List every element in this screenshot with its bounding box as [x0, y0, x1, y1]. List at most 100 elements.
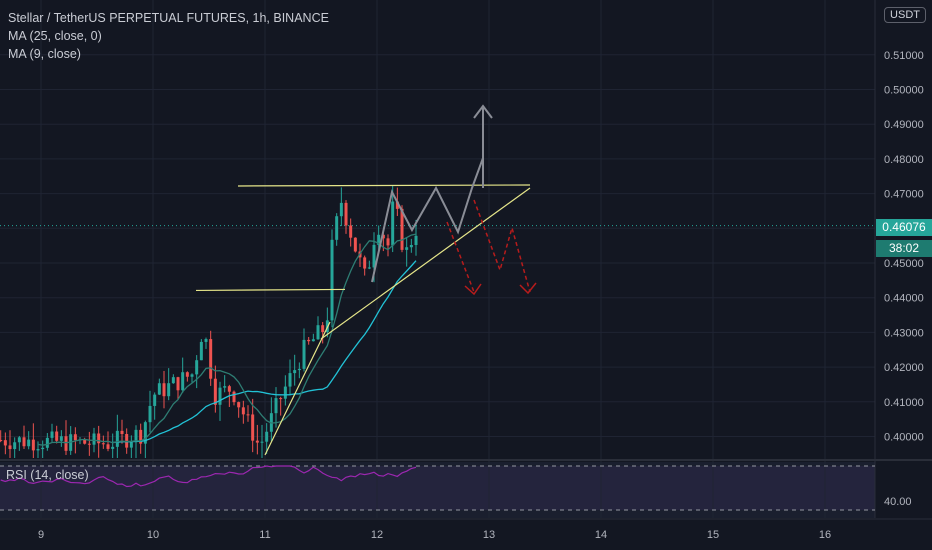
rsi-label[interactable]: RSI (14, close)	[6, 468, 89, 482]
time-tick-label[interactable]: 15	[707, 529, 719, 541]
candle-body	[153, 394, 157, 406]
candle-body	[405, 247, 409, 250]
price-tick-label: 0.41000	[884, 397, 924, 409]
ascending-trendline[interactable]	[320, 187, 531, 340]
candle-body	[251, 414, 255, 441]
candle-body	[171, 377, 175, 384]
candle-body	[255, 440, 259, 443]
price-tick-label: 0.45000	[884, 258, 924, 270]
candle-body	[335, 216, 339, 240]
time-tick-label[interactable]: 14	[595, 529, 607, 541]
time-tick-label[interactable]: 16	[819, 529, 831, 541]
candle-body	[125, 434, 129, 448]
candle-body	[59, 436, 63, 441]
candle-body	[50, 431, 54, 438]
up-arrow-head	[473, 104, 493, 119]
time-tick-label[interactable]: 12	[371, 529, 383, 541]
candle-body	[237, 402, 241, 408]
candle-body	[279, 398, 283, 400]
candle-body	[246, 414, 250, 416]
candle-body	[218, 387, 222, 405]
candle-body	[381, 234, 385, 239]
currency-button[interactable]: USDT	[884, 7, 926, 23]
candle-body	[302, 339, 306, 369]
bearish-path-1[interactable]	[446, 221, 475, 293]
candle-body	[349, 225, 353, 238]
candle-body	[321, 325, 325, 333]
candle-body	[83, 439, 87, 444]
candle-body	[274, 398, 278, 414]
time-tick-label[interactable]: 13	[483, 529, 495, 541]
candle-body	[185, 372, 189, 377]
price-tick-label: 0.47000	[884, 189, 924, 201]
candle-body	[386, 238, 390, 246]
candle-body	[195, 360, 199, 375]
candle-body	[106, 444, 110, 449]
candle-body	[391, 201, 395, 246]
candle-body	[311, 339, 315, 342]
price-tick-label: 0.50000	[884, 85, 924, 97]
candle-body	[41, 447, 45, 450]
support-line[interactable]	[195, 288, 346, 292]
candle-body	[395, 201, 399, 209]
candle-body	[260, 441, 264, 443]
candle-body	[409, 244, 413, 248]
candle-body	[129, 442, 133, 448]
candle-body	[111, 446, 115, 449]
candle-body	[353, 237, 357, 252]
candle-body	[64, 436, 68, 451]
price-tick-label: 0.40000	[884, 432, 924, 444]
candle-body	[143, 422, 147, 444]
bearish-arrow-head-1	[464, 283, 482, 296]
price-tick-label: 0.51000	[884, 50, 924, 62]
rsi-pane-background	[0, 462, 875, 518]
candle-body	[139, 429, 143, 444]
projected-path-up[interactable]	[371, 157, 484, 283]
candle-body	[400, 208, 404, 250]
ma25-line	[112, 260, 417, 444]
price-tick-label: 0.43000	[884, 327, 924, 339]
candle-body	[223, 386, 227, 388]
time-tick-label[interactable]: 10	[147, 529, 159, 541]
candle-body	[134, 429, 138, 443]
bearish-path-2[interactable]	[473, 199, 531, 293]
candle-body	[73, 434, 77, 441]
candle-body	[0, 439, 3, 441]
ma9-line	[37, 233, 417, 446]
time-tick-label[interactable]: 9	[38, 529, 44, 541]
candle-body	[176, 377, 180, 391]
candle-body	[181, 372, 185, 391]
candle-body	[55, 431, 59, 441]
candle-body	[288, 373, 292, 387]
candle-body	[339, 202, 343, 217]
candle-body	[372, 244, 376, 268]
time-tick-label[interactable]: 11	[259, 529, 270, 541]
candle-body	[199, 341, 203, 361]
resistance-line[interactable]	[237, 184, 531, 187]
ma9-label[interactable]: MA (9, close)	[8, 47, 81, 61]
candle-body	[414, 235, 418, 245]
bearish-arrow-head-2	[519, 282, 537, 295]
rsi-band	[0, 466, 875, 510]
symbol-title[interactable]: Stellar / TetherUS PERPETUAL FUTURES, 1h…	[8, 11, 329, 25]
rsi-line	[0, 465, 417, 488]
candle-body	[31, 439, 35, 451]
candle-body	[213, 378, 217, 405]
candle-body	[97, 433, 101, 444]
candle-body	[27, 439, 31, 447]
candle-body	[377, 234, 381, 245]
candle-body	[22, 437, 26, 447]
candle-body	[115, 430, 119, 447]
candle-body	[367, 267, 371, 269]
last-price-tag: 0.46076	[876, 219, 932, 236]
candle-body	[209, 339, 213, 379]
price-tick-label: 0.49000	[884, 119, 924, 131]
candle-body	[36, 449, 40, 451]
steep-trendline[interactable]	[264, 321, 331, 456]
candle-body	[120, 430, 124, 435]
ma25-label[interactable]: MA (25, close, 0)	[8, 29, 102, 43]
candle-body	[190, 374, 194, 377]
countdown-tag: 38:02	[876, 240, 932, 257]
candle-body	[293, 370, 297, 374]
